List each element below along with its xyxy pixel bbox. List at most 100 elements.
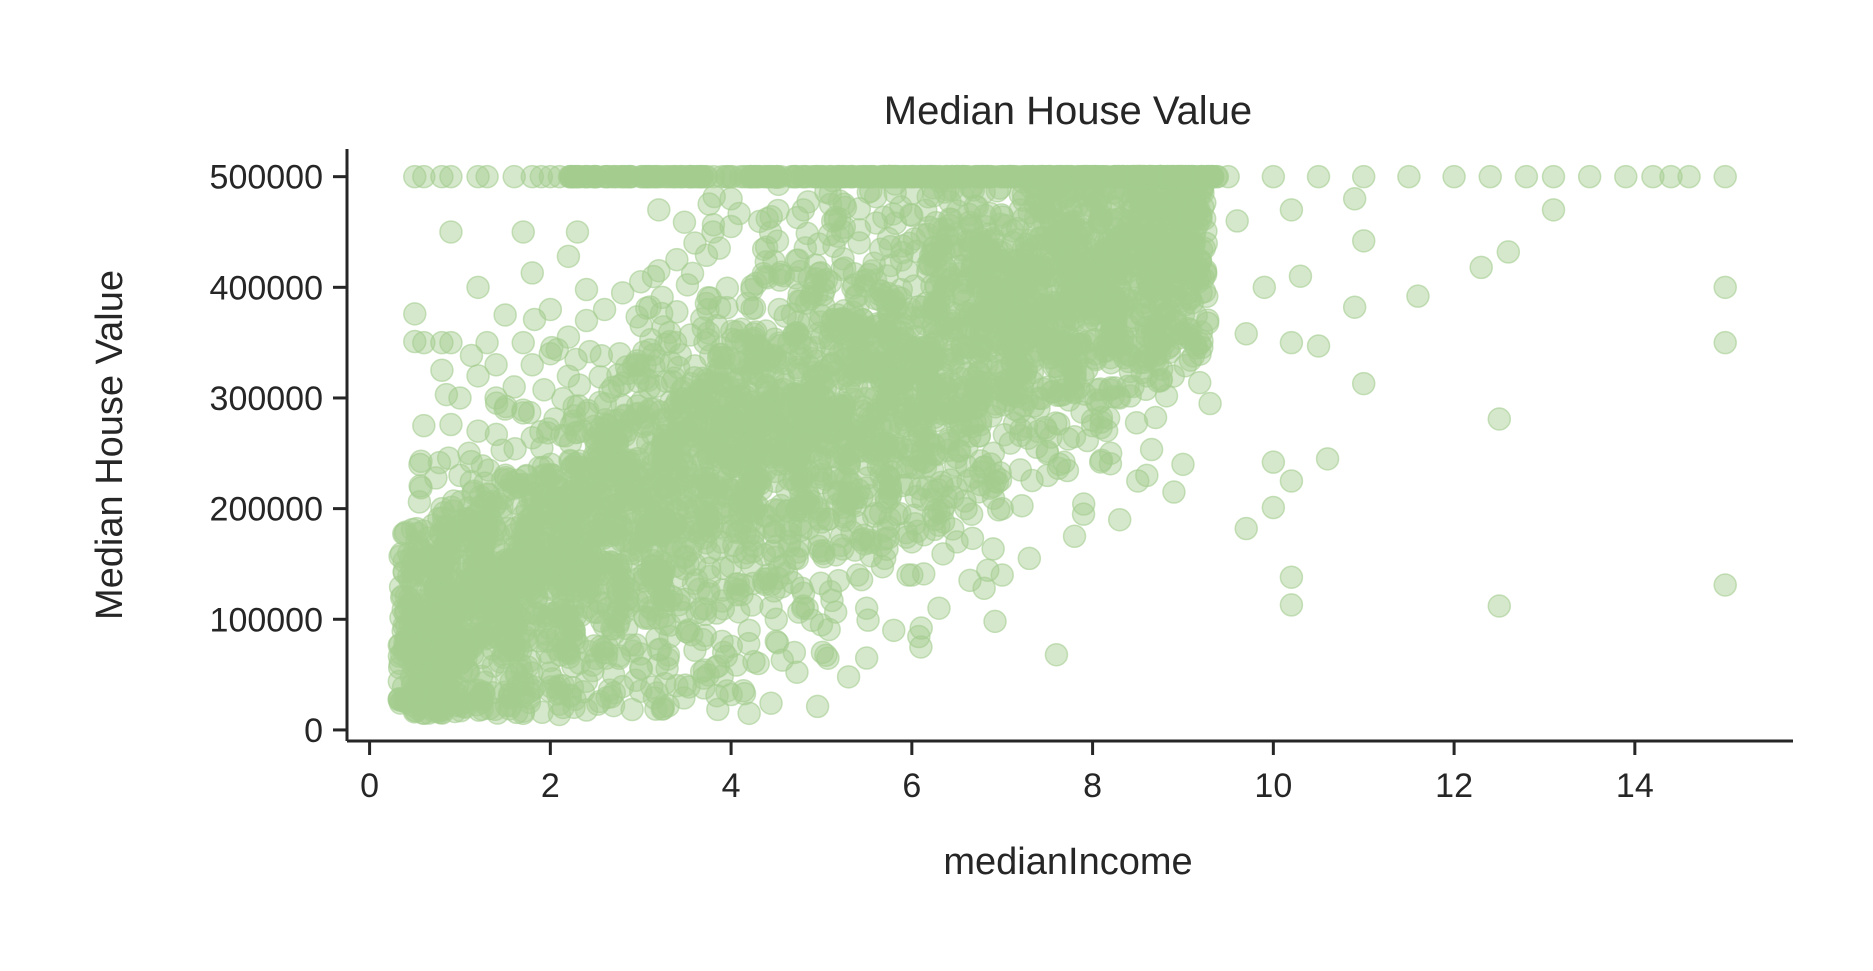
data-point xyxy=(439,412,463,437)
cloud-point xyxy=(877,391,901,415)
cloud-point xyxy=(535,421,560,445)
cloud-point xyxy=(665,300,689,324)
data-point xyxy=(1135,364,1159,388)
data-point xyxy=(1126,469,1150,493)
cloud-point xyxy=(409,449,433,474)
data-point xyxy=(448,463,472,488)
cloud-point xyxy=(426,686,451,710)
cloud-point xyxy=(442,489,466,513)
data-point xyxy=(1189,203,1213,228)
data-point xyxy=(1279,330,1304,355)
data-point xyxy=(710,629,734,654)
data-point xyxy=(574,669,599,693)
cloud-point xyxy=(805,282,829,307)
data-point xyxy=(1162,308,1186,333)
cloud-point xyxy=(839,492,864,517)
data-point xyxy=(746,651,770,676)
data-point xyxy=(538,341,563,366)
cloud-point xyxy=(1069,234,1094,259)
data-point xyxy=(1234,322,1258,346)
data-point xyxy=(475,330,499,355)
data-point xyxy=(854,596,879,620)
data-point xyxy=(927,596,951,620)
cloud-point xyxy=(830,400,855,425)
data-point xyxy=(583,164,608,189)
data-point xyxy=(945,530,969,554)
cloud-point xyxy=(705,405,730,430)
cloud-point xyxy=(582,600,606,624)
data-point xyxy=(954,164,978,189)
data-point xyxy=(900,203,924,228)
cloud-point xyxy=(884,284,908,309)
data-point xyxy=(403,538,427,563)
data-point xyxy=(1614,164,1638,189)
cloud-point xyxy=(805,694,830,719)
data-point xyxy=(1442,164,1466,189)
data-point xyxy=(1496,240,1521,264)
data-point xyxy=(466,678,490,702)
data-point xyxy=(1279,469,1304,493)
data-point xyxy=(1216,164,1240,189)
cloud-point xyxy=(930,401,955,426)
cloud-point xyxy=(537,616,561,641)
data-point xyxy=(872,546,897,571)
data-point xyxy=(845,563,870,587)
data-point xyxy=(656,647,680,671)
cloud-point xyxy=(564,347,588,372)
cloud-point xyxy=(428,614,453,639)
data-point xyxy=(412,640,436,665)
cloud-point xyxy=(651,499,676,523)
data-point xyxy=(1035,463,1060,488)
cloud-point xyxy=(850,269,875,294)
cloud-point xyxy=(503,436,527,461)
data-point xyxy=(1514,164,1539,189)
cloud-point xyxy=(927,288,951,312)
data-point xyxy=(1351,229,1376,253)
cloud-point xyxy=(882,344,906,369)
data-point xyxy=(737,701,761,726)
data-point xyxy=(556,325,581,349)
data-point xyxy=(430,496,454,521)
cloud-point xyxy=(696,297,720,322)
cloud-point xyxy=(514,472,539,497)
data-point xyxy=(601,693,626,718)
data-point xyxy=(1279,198,1304,222)
data-point xyxy=(601,662,626,687)
data-point xyxy=(900,181,924,206)
data-point xyxy=(439,164,463,189)
data-point xyxy=(1171,452,1195,477)
cloud-point xyxy=(434,382,459,407)
cloud-point xyxy=(984,250,1008,274)
data-point xyxy=(1171,164,1195,189)
x-tick-label: 6 xyxy=(902,767,921,805)
cloud-point xyxy=(968,319,993,344)
data-point xyxy=(1080,408,1105,432)
cloud-point xyxy=(711,556,735,581)
data-point xyxy=(737,618,761,643)
data-point xyxy=(1487,407,1512,431)
cloud-point xyxy=(561,615,585,639)
data-point xyxy=(863,184,888,209)
cloud-point xyxy=(1076,297,1100,321)
data-point xyxy=(909,635,933,659)
cloud-point xyxy=(480,489,505,514)
cloud-point xyxy=(1193,260,1218,285)
cloud-point xyxy=(897,472,922,497)
y-tick-label: 0 xyxy=(304,712,323,750)
cloud-point xyxy=(1107,328,1131,353)
data-point xyxy=(755,206,779,231)
data-point xyxy=(511,701,535,726)
data-point xyxy=(990,164,1014,189)
cloud-point xyxy=(725,583,749,607)
cloud-point xyxy=(454,646,478,670)
data-point xyxy=(1126,164,1150,189)
data-point xyxy=(1017,546,1042,571)
cloud-point xyxy=(432,535,457,560)
data-point xyxy=(448,386,472,410)
cloud-point xyxy=(610,457,634,481)
x-tick-label: 8 xyxy=(1083,767,1102,805)
cloud-point xyxy=(391,584,415,608)
data-point xyxy=(665,673,689,698)
data-point xyxy=(1035,164,1060,189)
